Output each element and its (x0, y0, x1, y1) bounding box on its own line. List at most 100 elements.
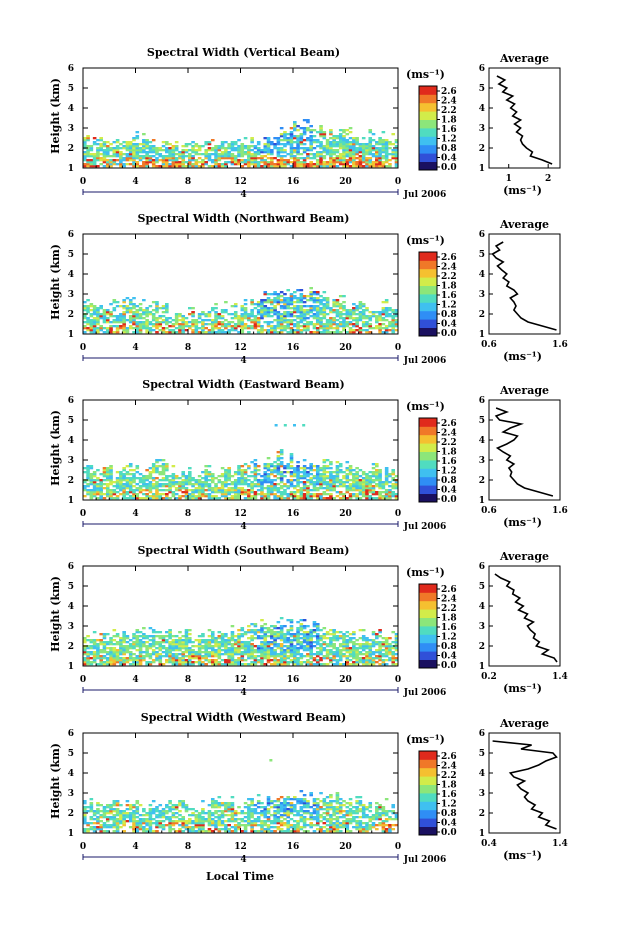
heatmap-cell (83, 663, 87, 666)
heatmap-cell (378, 663, 382, 666)
heatmap-cell (204, 483, 208, 486)
x-tick-label: 12 (234, 343, 247, 353)
heatmap-cell (375, 483, 379, 486)
heatmap-cell (348, 331, 353, 334)
heatmap-cell (247, 331, 251, 334)
heatmap-cell (338, 161, 343, 164)
heatmap-cell (171, 477, 176, 480)
heatmap-cell (86, 639, 90, 642)
heatmap-cell (148, 663, 153, 666)
heatmap-cell (165, 477, 169, 480)
heatmap-cell (263, 647, 268, 650)
heatmap-cell (338, 491, 343, 494)
heatmap-cell (394, 153, 399, 156)
heatmap-cell (325, 655, 330, 658)
heatmap-cell (329, 155, 333, 158)
heatmap-cell (161, 485, 166, 488)
heatmap-cell (135, 489, 140, 492)
heatmap-cell (145, 319, 149, 322)
heatmap-cell (197, 661, 202, 664)
heatmap-cell (355, 655, 359, 658)
heatmap-cell (188, 661, 192, 664)
heatmap-cell (296, 327, 300, 330)
heatmap-cell (309, 131, 313, 134)
heatmap-cell (171, 483, 176, 486)
heatmap-cell (119, 659, 123, 662)
heatmap-cell (332, 489, 336, 492)
heatmap-cell (322, 649, 327, 652)
heatmap-cell (99, 307, 103, 310)
heatmap-cell (243, 153, 248, 156)
heatmap-cell (197, 315, 202, 318)
heatmap-cell (151, 629, 156, 632)
heatmap-cell (109, 483, 113, 486)
heatmap-cell (342, 163, 346, 166)
heatmap-cell (355, 643, 359, 646)
heatmap-cell (204, 315, 208, 318)
heatmap-cell (135, 161, 140, 164)
heatmap-cell (283, 307, 287, 310)
heatmap-cell (86, 475, 90, 478)
heatmap-cell (371, 327, 376, 330)
heatmap-cell (230, 487, 235, 490)
heatmap-cell (220, 633, 225, 636)
heatmap-cell (276, 137, 281, 140)
heatmap-cell (128, 317, 133, 320)
heatmap-cell (322, 303, 327, 306)
heatmap-cells (83, 424, 399, 500)
heatmap-cell (348, 137, 353, 140)
heatmap-cell (279, 319, 284, 322)
heatmap-cell (312, 331, 317, 334)
heatmap-cell (128, 145, 133, 148)
heatmap-cell (270, 327, 274, 330)
heatmap-cell (197, 157, 202, 160)
heatmap-cell (263, 305, 268, 308)
heatmap-cell (201, 661, 205, 664)
heatmap-cell (381, 495, 386, 498)
heatmap-cell (279, 645, 284, 648)
heatmap-cell (168, 165, 172, 168)
heatmap-cell (302, 641, 307, 644)
heatmap-cell (233, 141, 238, 144)
heatmap-cell (168, 633, 172, 636)
heatmap-cell (201, 489, 205, 492)
heatmap-cell (279, 127, 284, 130)
heatmap-cell (99, 639, 103, 642)
heatmap-cell (332, 143, 336, 146)
heatmap-cell (293, 331, 297, 334)
heatmap-cell (283, 327, 287, 330)
heatmap-cell (302, 309, 307, 312)
heatmap-cell (148, 655, 153, 658)
heatmap-cell (204, 489, 208, 492)
heatmap-cell (119, 161, 123, 164)
heatmap-cell (315, 465, 320, 468)
average-y-tick-label: 4 (479, 104, 485, 114)
heatmap-cell (296, 621, 300, 624)
heatmap-cell (319, 663, 323, 666)
heatmap-cell (338, 163, 343, 166)
heatmap-cell (315, 489, 320, 492)
heatmap-cell (191, 311, 195, 314)
heatmap-cell (355, 651, 359, 654)
heatmap-cell (348, 315, 353, 318)
heatmap-cell (345, 649, 350, 652)
heatmap-cell (204, 657, 208, 660)
heatmap-cell (315, 293, 320, 296)
date-label: Jul 2006 (403, 522, 446, 532)
heatmap-cell (210, 149, 215, 152)
heatmap-cell (375, 655, 379, 658)
heatmap-cell (345, 661, 350, 664)
heatmap-cell (217, 631, 222, 634)
heatmap-cell (83, 820, 87, 823)
heatmap-cell (365, 643, 369, 646)
heatmap-cell (270, 633, 274, 636)
heatmap-cell (233, 305, 238, 308)
heatmap-cell (145, 323, 149, 326)
heatmap-cell (174, 147, 179, 150)
heatmap-cell (220, 493, 225, 496)
date-label: Jul 2006 (403, 190, 446, 200)
heatmap-cell (112, 663, 117, 666)
heatmap-cell (89, 495, 94, 498)
heatmap-cell (224, 331, 228, 334)
heatmap-cell (338, 295, 343, 298)
